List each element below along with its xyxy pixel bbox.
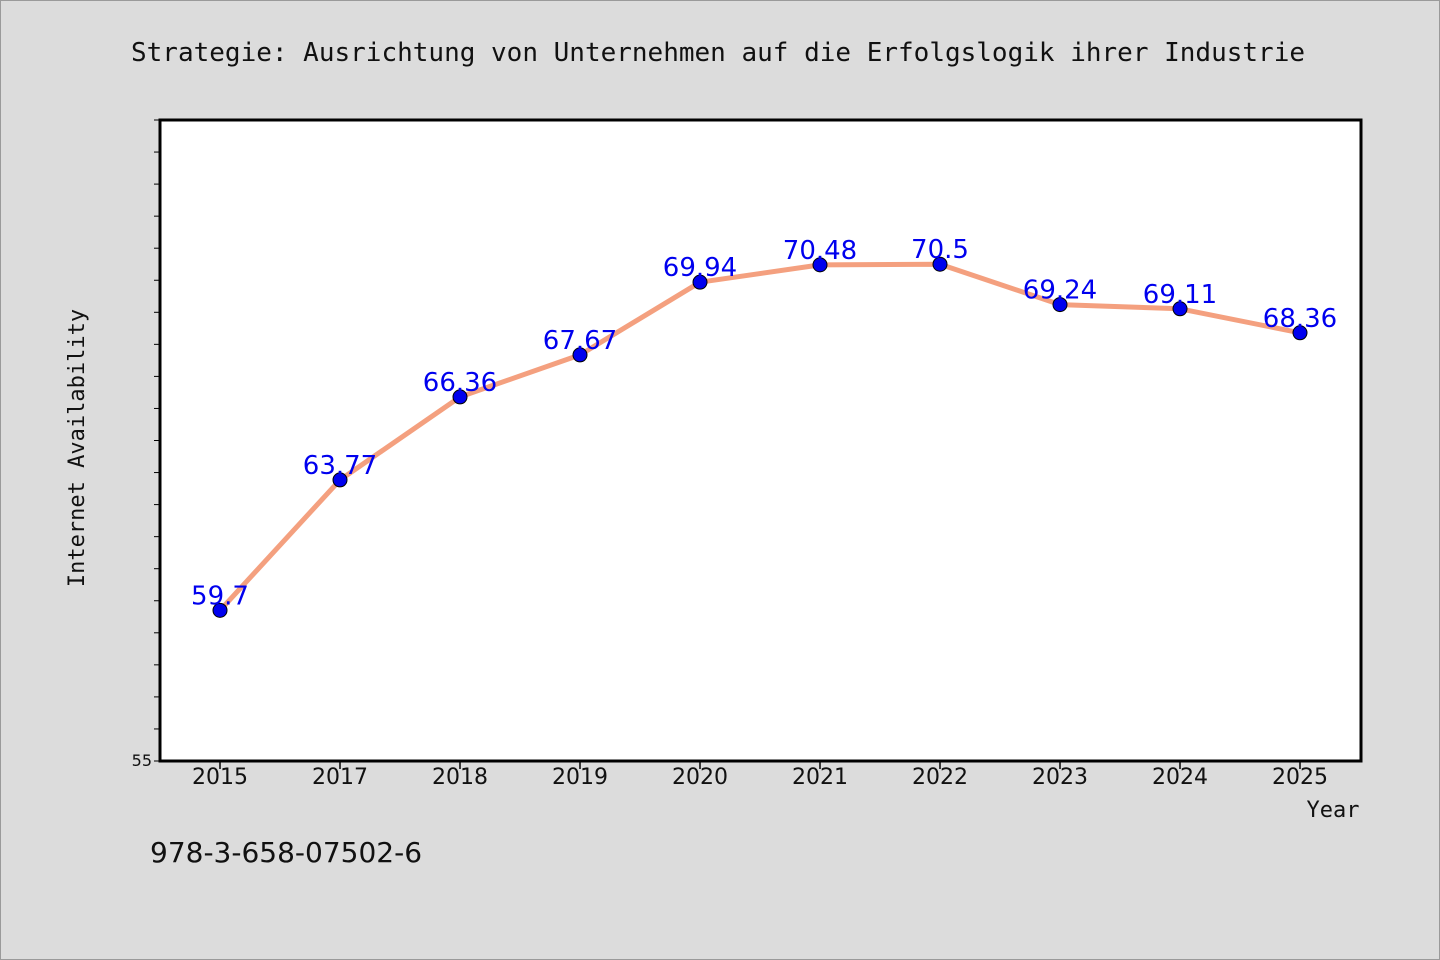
x-axis-label: Year	[1307, 798, 1360, 823]
y-axis-ticks: 55	[132, 119, 160, 770]
data-label: 66.36	[423, 368, 497, 398]
x-tick-label: 2020	[672, 765, 728, 790]
data-label: 70.5	[911, 235, 969, 265]
data-label: 68.36	[1263, 304, 1337, 334]
data-label: 67.67	[543, 326, 617, 356]
x-tick-label: 2015	[192, 765, 248, 790]
x-axis-ticks: 2015 2017 2018 2019 2020 2021 2022 2023 2024 2025	[192, 761, 1328, 790]
data-markers	[212, 256, 1308, 618]
data-label: 70.48	[783, 236, 857, 266]
x-tick-label: 2023	[1032, 765, 1088, 790]
data-label: 69.24	[1023, 276, 1097, 306]
plot-frame	[158, 118, 1363, 763]
chart-title: Strategie: Ausrichtung von Unternehmen a…	[131, 38, 1305, 68]
data-point	[572, 347, 588, 363]
x-tick-label: 2019	[552, 765, 608, 790]
x-tick-label: 2024	[1152, 765, 1208, 790]
x-tick-label: 2018	[432, 765, 488, 790]
data-point	[812, 257, 828, 273]
series-line	[217, 261, 1303, 613]
x-tick-label: 2025	[1272, 765, 1328, 790]
y-tick-label: 55	[132, 751, 152, 770]
data-point	[692, 274, 708, 290]
isbn-text: 978-3-658-07502-6	[150, 836, 422, 869]
data-point	[212, 602, 228, 618]
plot-area	[160, 120, 1361, 761]
data-label: 63.77	[303, 451, 377, 481]
data-labels: 59.7 63.77 66.36 67.67 69.94 70.48 70.5 69.24 69…	[191, 235, 1337, 611]
data-point	[332, 472, 348, 488]
x-tick-label: 2021	[792, 765, 848, 790]
data-point	[452, 389, 468, 405]
data-point	[1172, 301, 1188, 317]
data-point	[1052, 297, 1068, 313]
data-label: 69.11	[1143, 280, 1217, 310]
data-label: 69.94	[663, 253, 737, 283]
data-label: 59.7	[191, 581, 249, 611]
data-point	[1292, 325, 1308, 341]
data-point	[932, 256, 948, 272]
y-axis-label: Internet Availability	[65, 309, 90, 587]
x-tick-label: 2022	[912, 765, 968, 790]
x-tick-label: 2017	[312, 765, 368, 790]
